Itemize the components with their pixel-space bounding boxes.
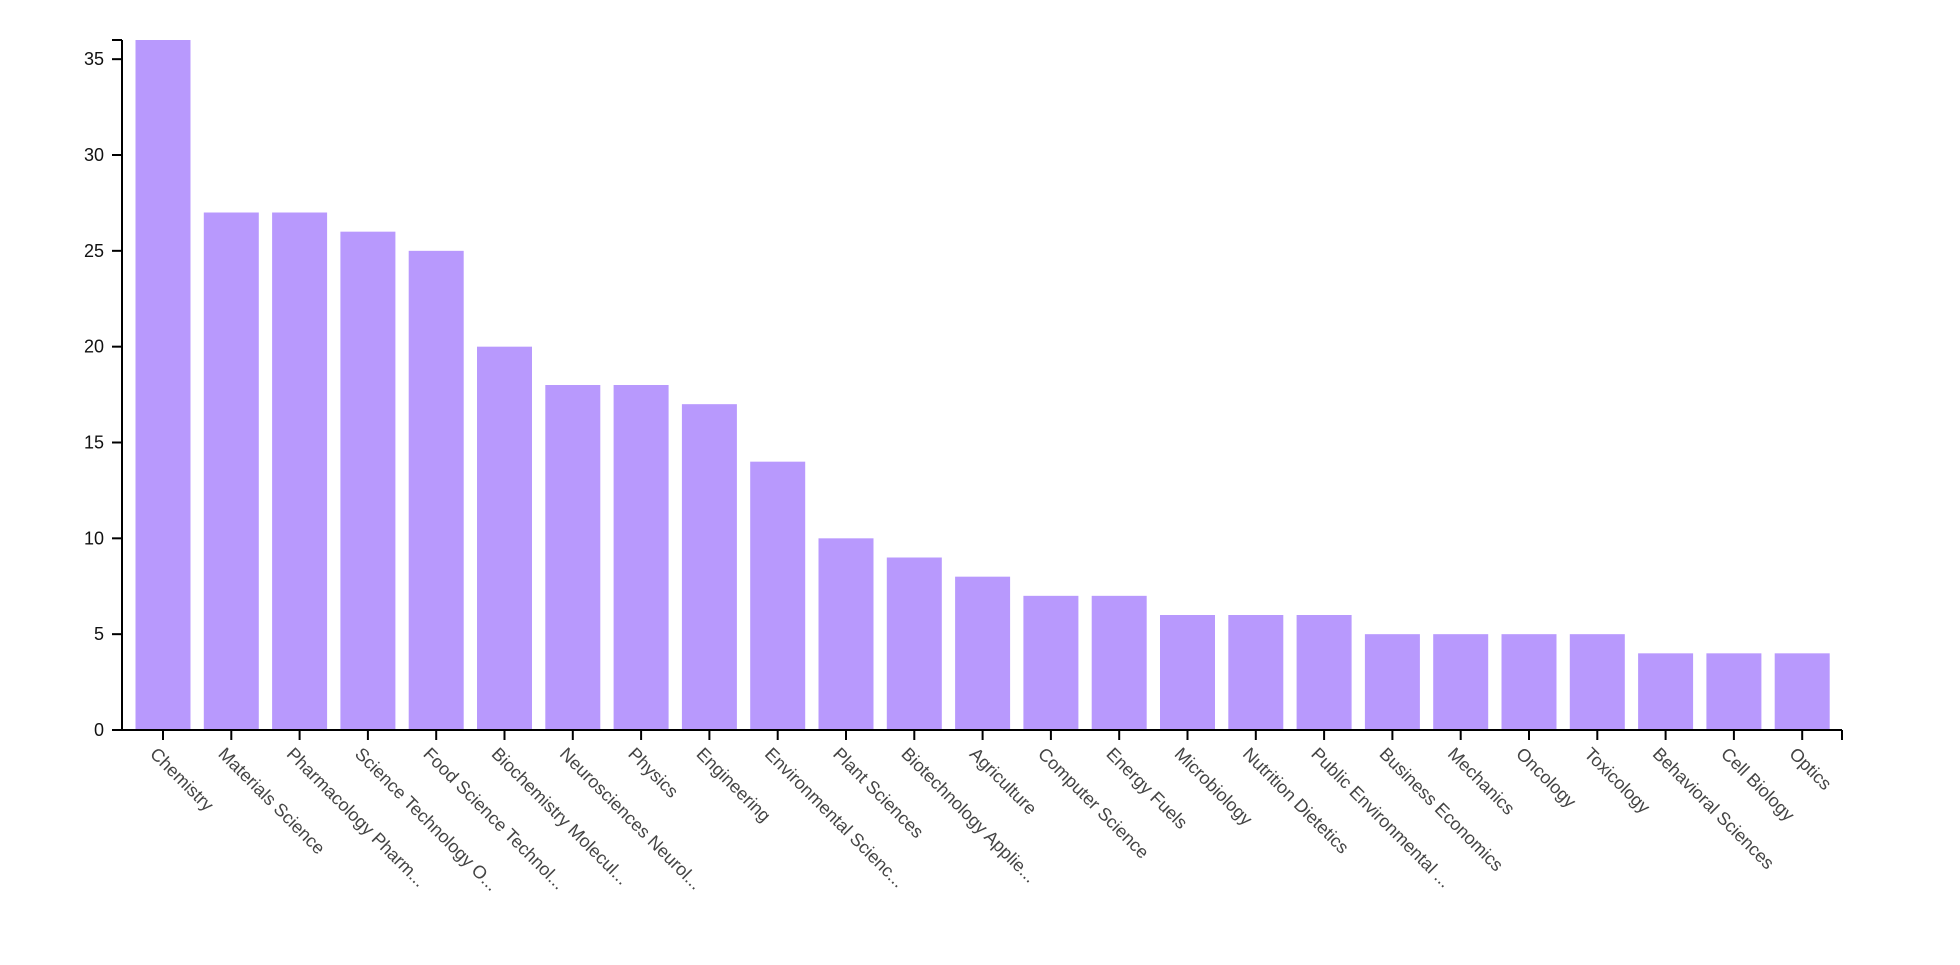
bar (203, 212, 259, 730)
x-tick-label: Pharmacology Pharm... (283, 744, 430, 891)
y-tick-label: 0 (94, 720, 104, 740)
x-tick-label: Business Economics (1376, 744, 1508, 876)
y-tick-label: 15 (84, 433, 104, 453)
x-tick-label: Agriculture (966, 744, 1041, 819)
y-tick-label: 25 (84, 241, 104, 261)
y-tick-label: 5 (94, 624, 104, 644)
bar (613, 385, 669, 730)
y-axis: 0 5 10 15 20 25 30 35 (84, 39, 123, 740)
x-tick-label: Biochemistry Molecul... (488, 744, 633, 889)
x-tick-label: Physics (624, 744, 682, 802)
bar (477, 346, 532, 730)
bar (1706, 653, 1762, 730)
bar (750, 461, 806, 730)
y-tick-label: 20 (84, 337, 104, 357)
bar (545, 385, 601, 730)
x-tick-label: Environmental Scienc... (761, 744, 909, 892)
x-tick-label: Optics (1785, 744, 1835, 794)
bar (1364, 634, 1420, 730)
bar (1638, 653, 1694, 730)
bar (1433, 634, 1489, 730)
bar (408, 250, 464, 730)
bar (1569, 634, 1625, 730)
bar (1228, 615, 1284, 730)
bar (1091, 595, 1147, 730)
bar (886, 557, 942, 730)
bar (1501, 634, 1557, 730)
x-tick-label: Chemistry (146, 744, 217, 815)
bar (340, 231, 396, 731)
x-tick-label: Food Science Technol... (419, 744, 569, 894)
x-tick-label: Behavioral Sciences (1649, 744, 1778, 873)
bar (1774, 653, 1830, 730)
bar (135, 40, 191, 730)
x-tick-label: Mechanics (1444, 744, 1519, 819)
x-tick-label: Oncology (1512, 744, 1580, 812)
bar (1296, 615, 1352, 730)
x-tick-label: Neurosciences Neurol... (556, 744, 706, 894)
bar (681, 404, 737, 730)
x-tick-label: Biotechnology Applie... (897, 744, 1040, 887)
bar (1160, 615, 1215, 730)
bar (955, 576, 1011, 730)
y-tick-label: 30 (84, 145, 104, 165)
bar (1023, 595, 1079, 730)
y-tick-label: 35 (84, 49, 104, 69)
y-tick-label: 10 (84, 528, 104, 548)
bar (818, 538, 874, 730)
x-tick-label: Public Environmental ... (1307, 744, 1455, 892)
x-tick-label: Toxicology (1580, 744, 1654, 818)
bars-layer (135, 40, 1830, 731)
bar (272, 212, 328, 730)
